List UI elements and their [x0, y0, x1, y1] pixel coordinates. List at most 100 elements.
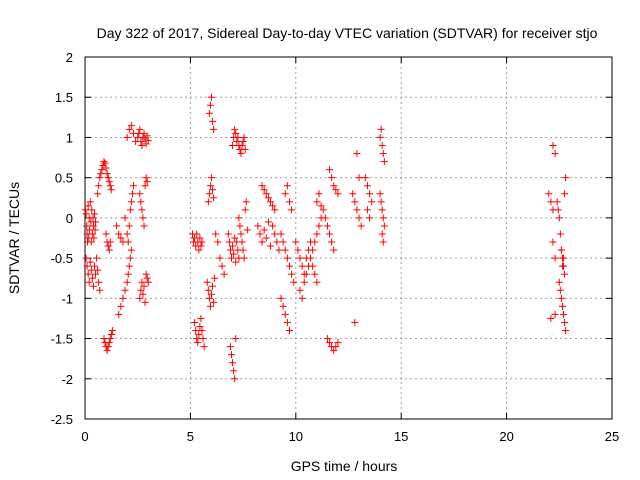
y-axis-label: SDTVAR / TECUs — [6, 182, 22, 294]
y-tick-label: 0.5 — [55, 171, 73, 186]
data-point — [225, 238, 233, 246]
data-point — [123, 278, 131, 286]
data-point — [260, 226, 268, 234]
data-point — [206, 182, 214, 190]
data-point — [212, 230, 220, 238]
data-point — [94, 266, 102, 274]
data-point — [357, 222, 365, 230]
data-point — [97, 170, 105, 178]
data-point — [351, 198, 359, 206]
data-point — [313, 278, 321, 286]
y-tick-label: 2 — [66, 50, 73, 65]
data-point — [549, 141, 557, 149]
data-point — [561, 318, 569, 326]
data-point — [549, 238, 557, 246]
data-point — [214, 238, 222, 246]
data-point — [198, 238, 206, 246]
data-point — [87, 238, 95, 246]
data-point — [235, 214, 243, 222]
data-point — [123, 230, 131, 238]
data-point — [267, 198, 275, 206]
data-point — [143, 132, 151, 140]
data-point — [313, 230, 321, 238]
data-point — [378, 141, 386, 149]
data-point — [332, 343, 340, 351]
y-tick-label: 1.5 — [55, 90, 73, 105]
data-point — [196, 234, 204, 242]
data-point — [260, 186, 268, 194]
data-point — [210, 125, 218, 133]
data-point — [90, 234, 98, 242]
x-axis-label: GPS time / hours — [291, 458, 398, 474]
data-point — [121, 286, 129, 294]
data-point — [209, 117, 217, 125]
data-point — [240, 133, 248, 141]
data-point — [379, 150, 387, 158]
data-point — [229, 141, 237, 149]
data-point — [239, 137, 247, 145]
data-point — [100, 158, 108, 166]
data-point — [205, 294, 213, 302]
data-point — [307, 254, 315, 262]
data-point — [231, 125, 239, 133]
data-point — [555, 278, 563, 286]
data-point — [91, 226, 99, 234]
data-point — [319, 206, 327, 214]
data-point — [239, 246, 247, 254]
data-point — [551, 150, 559, 158]
data-point — [136, 125, 144, 133]
data-point — [279, 302, 287, 310]
data-point — [92, 218, 100, 226]
data-point — [330, 347, 338, 355]
data-point — [551, 254, 559, 262]
data-point — [230, 250, 238, 258]
data-point — [285, 262, 293, 270]
data-point — [207, 174, 215, 182]
data-point — [125, 125, 133, 133]
data-point — [93, 254, 101, 262]
data-point — [275, 246, 283, 254]
data-point — [137, 198, 145, 206]
data-point — [124, 270, 132, 278]
y-tick-label: -0.5 — [51, 251, 73, 266]
data-point — [96, 286, 104, 294]
data-point — [207, 290, 215, 298]
y-tick-labels: -2.5 -2 -1.5 -1 -0.5 0 0.5 1 1.5 2 — [51, 50, 73, 427]
data-point — [125, 262, 133, 270]
data-point — [139, 214, 147, 222]
data-point — [328, 238, 336, 246]
data-point — [553, 198, 561, 206]
data-point — [302, 270, 310, 278]
data-point — [129, 182, 137, 190]
data-point — [216, 254, 224, 262]
y-tick-label: -2 — [61, 372, 73, 387]
x-tick-label: 20 — [499, 429, 513, 444]
data-point — [243, 226, 251, 234]
data-point — [205, 109, 213, 117]
data-point — [140, 222, 148, 230]
data-point — [376, 190, 384, 198]
data-point — [353, 150, 361, 158]
data-point — [86, 198, 94, 206]
data-point — [317, 202, 325, 210]
data-point — [138, 206, 146, 214]
data-point — [238, 141, 246, 149]
data-point — [281, 246, 289, 254]
data-point — [273, 238, 281, 246]
data-point — [277, 294, 285, 302]
data-point — [115, 230, 123, 238]
data-point — [92, 270, 100, 278]
data-point — [226, 343, 234, 351]
data-point — [262, 190, 270, 198]
data-point — [368, 198, 376, 206]
data-point — [281, 310, 289, 318]
chart-title: Day 322 of 2017, Sidereal Day-to-day VTE… — [97, 25, 598, 41]
data-point — [126, 206, 134, 214]
data-point — [326, 230, 334, 238]
data-point — [232, 335, 240, 343]
data-point — [119, 294, 127, 302]
y-tick-label: -1.5 — [51, 332, 73, 347]
data-point — [209, 282, 217, 290]
data-point — [139, 290, 147, 298]
